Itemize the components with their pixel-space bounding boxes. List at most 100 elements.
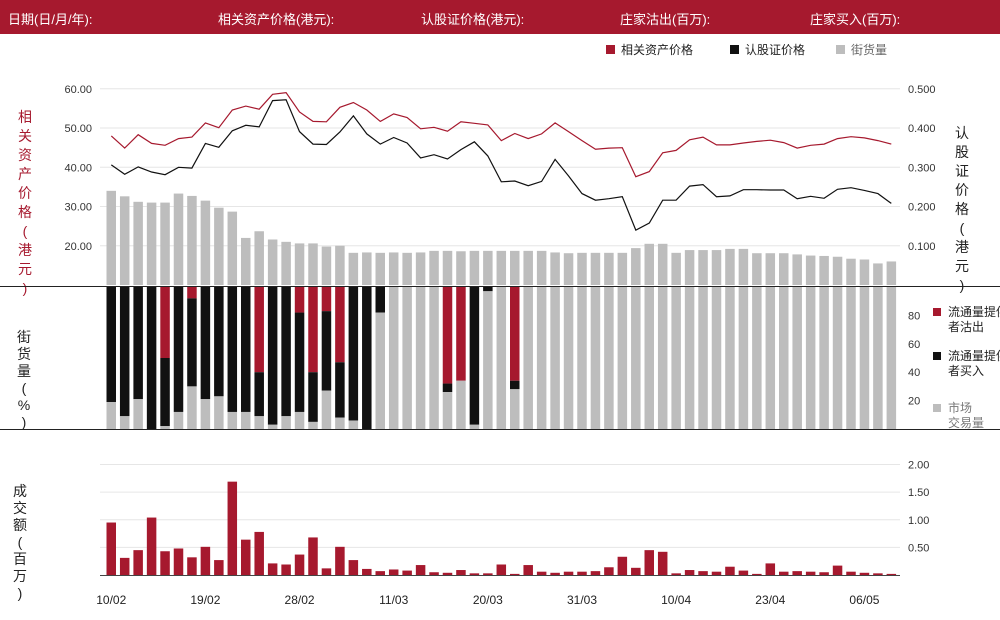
market-volume-bar [227,411,238,429]
open-interest-bar [711,250,722,285]
flow-axis-title: 街货量(%) [17,329,31,430]
turnover-bar [415,565,426,575]
turnover-bar [792,571,802,575]
market-volume-bar [752,287,762,429]
mm-buy-bar [281,287,291,417]
turnover-bar [698,571,708,575]
mm-sell-bar [160,287,170,358]
market-volume-bar [388,287,399,429]
flow-legend-label: 流通量提供者沽出 [948,304,1000,334]
open-interest-bar [294,243,305,285]
date-axis: 10/02 19/02 28/02 11/03 20/03 31/03 10/04 23/04… [96,593,880,607]
turnover-bar [335,546,345,575]
turnover-bar [214,560,224,575]
mm-buy-bar [362,287,372,429]
left-tick-label: 30.00 [64,202,92,214]
turnover-bar [657,551,668,575]
turnover-bar [294,554,305,575]
open-interest-bar [267,239,278,285]
mm-buy-bar [241,287,251,412]
open-interest-bar [375,252,385,285]
market-volume-bar [631,287,641,429]
mm-buy-bar [308,372,318,422]
market-volume-bar [657,287,668,429]
date-tick-label: 06/05 [849,593,879,607]
turnover-bar [119,557,130,575]
market-volume-bar [617,287,628,429]
open-interest-bar [241,237,251,285]
market-volume-bar [819,287,829,429]
open-interest-bar [308,243,318,285]
legend-label-3: 街货量 [851,42,887,57]
open-interest-bar [254,231,264,285]
market-volume-bar [335,417,345,429]
turnover-bar [738,570,749,575]
turnover-bar [779,571,789,575]
market-volume-bar [523,287,533,429]
price-panel: 20.00 30.00 40.00 50.00 60.00 0.100 0.200 0.300… [0,84,1000,296]
mm-sell-bar [321,287,332,312]
turnover-bar [429,572,439,575]
market-volume-bar [402,287,412,429]
open-interest-bar [671,252,681,285]
open-interest-bar [805,255,816,285]
mm-buy-bar [146,287,157,429]
turnover-tick-label: 2.00 [908,460,929,472]
turnover-bar [227,481,238,575]
turnover-bar [590,571,601,575]
open-interest-bar [106,190,116,285]
turnover-tick-label: 0.50 [908,542,929,554]
legend-swatch-2 [730,45,739,54]
underlying-price-line [110,92,892,178]
open-interest-bar [644,243,654,285]
legend-swatch-1 [606,45,615,54]
open-interest-bar [657,243,668,285]
open-interest-bar [886,261,897,285]
legend-swatch-3 [836,45,845,54]
turnover-tick-label: 1.00 [908,515,929,527]
open-interest-bar [429,250,439,285]
turnover-bar [321,568,332,575]
flow-legend-label: 流通量提供者买入 [948,348,1000,378]
open-interest-bar [510,250,520,285]
open-interest-bar [456,251,466,285]
turnover-bar [684,570,695,575]
turnover-bar [173,548,184,575]
mm-sell-bar [510,287,520,381]
mm-sell-bar [187,287,197,299]
left-tick-label: 60.00 [64,84,92,96]
turnover-bar [604,567,614,575]
turnover-bar [254,531,264,575]
mm-buy-bar [267,287,278,425]
mm-buy-bar [348,287,359,421]
mm-buy-bar [173,287,184,412]
open-interest-bar [523,250,533,285]
market-volume-bar [510,389,520,429]
market-volume-bar [267,424,278,429]
underlying-price-label: 相关资产价格(港元): [218,12,335,27]
market-volume-bar [725,287,735,429]
open-interest-bar [631,248,641,285]
market-volume-bar [886,287,897,429]
turnover-bar [631,567,641,575]
mm-buy-bar [214,287,224,397]
market-volume-bar [483,291,493,429]
turnover-bar [106,522,116,575]
open-interest-bar [133,201,143,285]
open-interest-bar [335,245,345,285]
flow-legend-label: 市场交易量 [948,400,984,430]
open-interest-bar [442,250,453,285]
open-interest-bar [415,252,426,285]
turnover-bar [577,571,587,575]
mm-buy-bar [442,383,453,393]
open-interest-bar [348,252,359,285]
mm-buy-bar [254,372,264,417]
open-interest-bar [281,241,291,285]
warrant-price-label: 认股证价格(港元): [421,12,525,27]
turnover-bar [362,568,372,575]
market-volume-bar [779,287,789,429]
open-interest-bar [779,253,789,285]
open-interest-bar [698,250,708,285]
market-volume-bar [846,287,856,429]
open-interest-bar [617,252,628,285]
